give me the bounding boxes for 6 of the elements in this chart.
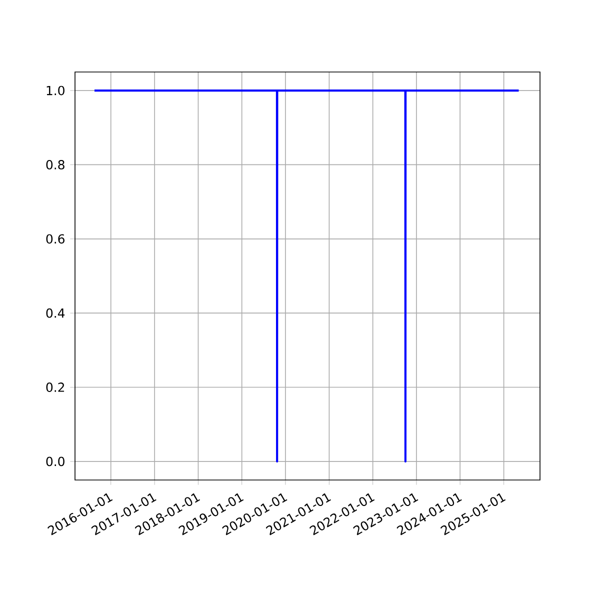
y-tick-label: 0.0 bbox=[46, 456, 64, 466]
y-tick-label: 1.0 bbox=[46, 86, 64, 96]
y-tick-label: 0.6 bbox=[46, 234, 64, 244]
y-tick-label: 0.2 bbox=[46, 382, 64, 392]
y-tick-label: 0.8 bbox=[46, 160, 64, 170]
y-tick-label: 0.4 bbox=[46, 308, 65, 318]
